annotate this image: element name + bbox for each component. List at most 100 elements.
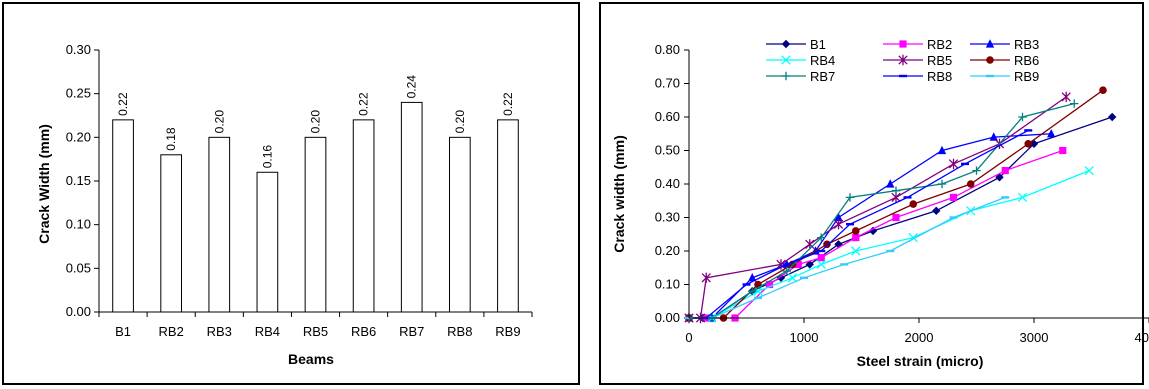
bar-RB9: [497, 119, 519, 313]
series-line-RB9: [689, 196, 1006, 319]
data-point-RB8: [782, 263, 791, 266]
bar-RB7: [400, 101, 423, 313]
legend-item-RB5: RB5: [883, 53, 952, 68]
data-point-RB3: [886, 179, 895, 188]
series-RB8: [685, 129, 1033, 320]
bar-data-label: 0.22: [357, 92, 371, 116]
data-point-B1: [932, 206, 941, 215]
data-point-RB2: [1059, 146, 1067, 155]
data-point-RB8: [903, 196, 912, 199]
bar-x-axis-ticks: B1 RB2 RB3 RB4 RB5 RB6 RB7 RB8 RB9: [98, 312, 533, 339]
legend-marker: [781, 39, 791, 49]
bar-data-label: 0.16: [260, 145, 274, 169]
series-RB7: [684, 99, 1079, 323]
bar-data-label: 0.22: [501, 92, 515, 116]
series-RB2: [685, 146, 1067, 322]
bar-chart: 0.000.050.100.150.200.250.30 0.220.180.2…: [36, 42, 533, 367]
line-y-tick-label: 0.80: [655, 42, 680, 57]
legend-item-RB6: RB6: [970, 53, 1039, 68]
data-point-RB8: [961, 162, 969, 166]
data-point-RB9: [800, 276, 808, 279]
bar-data-label: 0.18: [164, 127, 178, 151]
line-x-axis-ticks: 0 1000 2000 3000 4000: [685, 318, 1149, 345]
bar-x-tick-label: RB8: [447, 324, 472, 339]
series-RB9: [685, 196, 1010, 320]
data-point-RB5: [805, 239, 815, 250]
bar-y-tick-label: 0.20: [66, 129, 91, 144]
series-line-RB8: [689, 129, 1029, 319]
line-y-tick-label: 0.30: [655, 210, 680, 225]
bar-y-tick-label: 0.25: [66, 86, 91, 101]
bar-y-tick-label: 0.00: [66, 304, 91, 319]
data-point-RB7: [748, 287, 757, 296]
data-point-RB2: [817, 254, 825, 262]
line-x-tick-label: 1000: [790, 330, 819, 345]
bar-series: 0.22 0.18 0.20 0.16 0.20 0.22 0.24 0.20 0.22: [112, 75, 519, 313]
data-point-RB5: [701, 272, 711, 283]
legend-label: RB5: [927, 53, 952, 68]
bar-x-tick-label: RB3: [207, 324, 232, 339]
line-series: [684, 86, 1117, 324]
bar-x-tick-label: RB6: [351, 324, 376, 339]
legend-item-B1: B1: [766, 37, 826, 52]
line-y-tick-label: 0.00: [655, 310, 680, 325]
bar-B1: [112, 119, 134, 313]
bar-x-tick-label: RB4: [255, 324, 280, 339]
data-point-RB7: [1070, 99, 1079, 108]
bar-y-tick-label: 0.30: [66, 42, 91, 57]
legend-label: RB7: [810, 69, 835, 84]
line-x-axis-title: Steel strain (micro): [857, 353, 984, 369]
data-point-RB9: [754, 296, 762, 300]
bar-data-label: 0.20: [453, 110, 467, 134]
legend-label: RB4: [810, 53, 835, 68]
bar-data-label: 0.22: [116, 92, 130, 116]
line-x-tick-label: 4000: [1135, 330, 1149, 345]
data-point-RB6: [823, 240, 831, 249]
line-y-tick-label: 0.60: [655, 109, 680, 124]
data-point-RB2: [1001, 167, 1009, 175]
line-chart-panel: 0.00 0.10 0.20 0.30 0.40 0.50 0.60 0.70 0.80 0 10…: [599, 2, 1149, 385]
bar-x-tick-label: RB7: [399, 324, 424, 339]
legend-marker: [985, 39, 995, 48]
data-point-RB7: [937, 179, 947, 189]
line-y-axis-title: Crack width (mm): [611, 135, 627, 252]
legend-item-RB3: RB3: [970, 37, 1039, 52]
bar-data-label: 0.24: [405, 75, 419, 99]
data-point-RB7: [972, 166, 981, 175]
series-RB6: [685, 86, 1107, 322]
bar-y-tick-label: 0.05: [66, 260, 91, 275]
line-legend: B1 RB2 RB3 RB4 RB5 RB6 RB7 RB8 RB9: [766, 37, 1039, 84]
legend-item-RB7: RB7: [766, 69, 835, 84]
data-point-RB4: [1017, 192, 1028, 203]
legend-marker: [781, 71, 791, 81]
legend-label: RB8: [927, 69, 952, 84]
data-point-RB6: [1099, 86, 1107, 94]
data-point-RB8: [846, 223, 854, 226]
bar-x-tick-label: RB2: [159, 324, 184, 339]
series-RB4: [684, 165, 1094, 323]
data-point-RB2: [765, 280, 774, 289]
data-point-RB4: [1084, 165, 1094, 176]
legend-marker: [899, 74, 907, 78]
data-point-RB7: [845, 193, 855, 202]
legend-label: RB9: [1014, 69, 1039, 84]
data-point-B1: [868, 226, 878, 236]
data-point-RB2: [949, 193, 958, 201]
data-point-RB3: [1047, 128, 1056, 138]
data-point-RB7: [817, 233, 826, 242]
data-point-B1: [1108, 112, 1117, 122]
bar-y-tick-label: 0.10: [66, 217, 91, 232]
series-RB3: [684, 128, 1056, 322]
data-point-RB9: [1001, 196, 1010, 199]
bar-x-tick-label: RB5: [303, 324, 328, 339]
bar-RB3: [208, 136, 231, 313]
data-point-RB3: [937, 145, 947, 155]
data-point-RB2: [892, 213, 900, 222]
data-point-RB4: [787, 273, 798, 283]
data-point-RB6: [851, 227, 860, 235]
data-point-RB8: [1024, 129, 1033, 132]
line-y-tick-label: 0.50: [655, 143, 680, 158]
line-x-tick-label: 0: [685, 330, 692, 345]
data-point-RB5: [948, 158, 959, 170]
legend-marker: [898, 54, 908, 66]
